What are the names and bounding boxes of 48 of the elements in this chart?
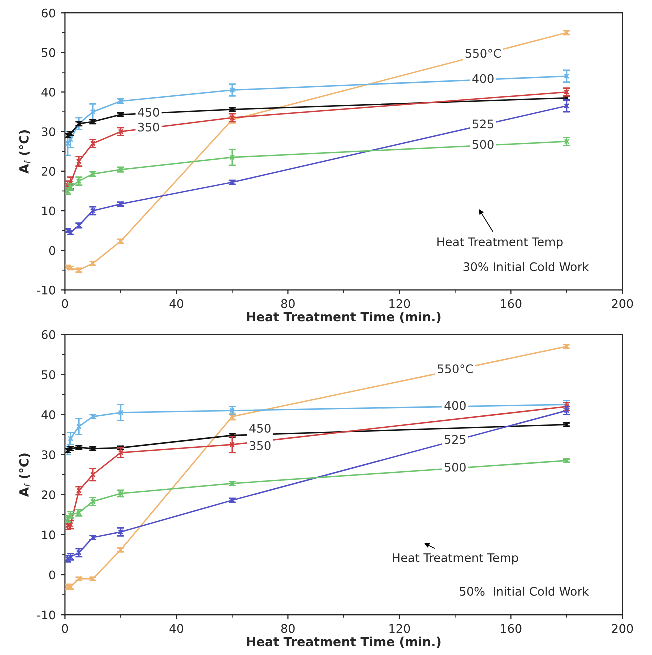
x-tick-label: 120 xyxy=(390,624,410,634)
series-label: 400 xyxy=(472,74,494,84)
x-tick-label: 40 xyxy=(170,624,184,634)
y-tick-label: 10 xyxy=(42,530,56,540)
x-tick-label: 80 xyxy=(281,624,295,634)
y-tick-label: 50 xyxy=(42,370,56,380)
series-label: 550°C xyxy=(466,49,501,58)
y-tick-label: 0 xyxy=(49,246,56,256)
series-label: 350 xyxy=(250,441,271,450)
y-tick-label: 30 xyxy=(42,128,56,136)
x-tick-label: 0 xyxy=(62,299,68,308)
series-label: 400 xyxy=(444,401,466,410)
y-tick-label: 20 xyxy=(42,490,56,500)
series-label: 550°C xyxy=(438,364,474,374)
x-tick-label: 40 xyxy=(170,299,184,308)
x-tick-label: 200 xyxy=(612,299,634,308)
annotation: Heat Treatment Temp xyxy=(393,554,518,565)
y-tick-label: 60 xyxy=(42,330,56,340)
series-label: 450 xyxy=(138,108,160,117)
x-tick-label: 160 xyxy=(501,624,522,634)
series-label: 350 xyxy=(138,122,160,132)
x-tick-label: 0 xyxy=(62,624,68,634)
series-label: 500 xyxy=(445,462,466,472)
y-tick-label: -10 xyxy=(37,610,56,620)
x-axis-title: Heat Treatment Time (min.) xyxy=(247,636,441,648)
series-label: 525 xyxy=(445,435,466,444)
y-tick-label: 40 xyxy=(42,88,56,97)
y-tick-label: 60 xyxy=(42,8,56,18)
y-tick-label: 10 xyxy=(42,206,56,216)
series-label: 450 xyxy=(250,424,271,433)
y-tick-label: -10 xyxy=(37,286,56,295)
y-tick-label: 0 xyxy=(49,570,56,580)
y-tick-label: 50 xyxy=(42,48,56,58)
annotation: 50% Initial Cold Work xyxy=(460,586,590,596)
annotation: 30% Initial Cold Work xyxy=(464,262,590,272)
y-tick-label: 40 xyxy=(42,410,56,420)
y-tick-label: 30 xyxy=(42,450,56,460)
x-tick-label: 200 xyxy=(612,624,634,634)
y-tick-label: 20 xyxy=(42,167,56,176)
y-axis-title: A$_{f}$ (°C) xyxy=(19,130,31,174)
x-axis-title: Heat Treatment Time (min.) xyxy=(247,312,441,324)
x-tick-label: 120 xyxy=(390,299,410,308)
annotation: Heat Treatment Temp xyxy=(438,238,563,249)
y-axis-title: A$_{f}$ (°C) xyxy=(19,454,31,498)
series-label: 500 xyxy=(472,140,494,150)
x-tick-label: 80 xyxy=(281,299,295,308)
series-label: 525 xyxy=(472,120,494,129)
x-tick-label: 160 xyxy=(501,299,522,308)
